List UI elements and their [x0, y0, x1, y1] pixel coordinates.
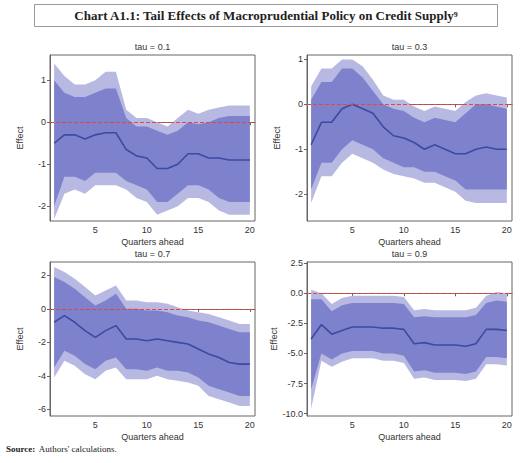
svg-text:-1: -1 [295, 144, 303, 154]
svg-text:0: 0 [41, 304, 46, 314]
svg-text:20: 20 [502, 420, 512, 430]
svg-text:-1: -1 [38, 159, 46, 169]
svg-text:-4: -4 [38, 371, 46, 381]
svg-text:0: 0 [41, 117, 46, 127]
svg-text:2: 2 [41, 270, 46, 280]
svg-text:Quarters ahead: Quarters ahead [121, 237, 184, 247]
svg-text:Effect: Effect [15, 327, 25, 350]
svg-text:tau = 0.7: tau = 0.7 [135, 249, 170, 259]
svg-text:1: 1 [298, 54, 303, 64]
svg-text:-2.5: -2.5 [287, 318, 303, 328]
svg-text:10: 10 [399, 420, 409, 430]
svg-text:15: 15 [450, 225, 460, 235]
svg-text:0.0: 0.0 [290, 288, 303, 298]
svg-text:Quarters ahead: Quarters ahead [378, 432, 441, 442]
svg-text:-10.0: -10.0 [282, 409, 303, 419]
svg-text:-2: -2 [38, 201, 46, 211]
svg-text:5: 5 [350, 225, 355, 235]
svg-text:5: 5 [93, 225, 98, 235]
svg-text:-2: -2 [38, 337, 46, 347]
svg-text:10: 10 [399, 225, 409, 235]
svg-text:15: 15 [193, 420, 203, 430]
svg-text:1: 1 [41, 75, 46, 85]
svg-text:2.5: 2.5 [290, 258, 303, 268]
svg-text:Effect: Effect [15, 126, 25, 149]
svg-text:tau = 0.1: tau = 0.1 [135, 42, 170, 52]
svg-text:Quarters ahead: Quarters ahead [121, 432, 184, 442]
svg-text:20: 20 [502, 225, 512, 235]
svg-text:Authors' calculations.: Authors' calculations. [39, 444, 117, 454]
svg-text:-6: -6 [38, 404, 46, 414]
svg-text:15: 15 [193, 225, 203, 235]
svg-text:-2: -2 [295, 189, 303, 199]
svg-text:0: 0 [298, 99, 303, 109]
svg-text:15: 15 [450, 420, 460, 430]
svg-text:Source:: Source: [6, 444, 35, 454]
svg-text:5: 5 [93, 420, 98, 430]
svg-text:20: 20 [245, 420, 255, 430]
svg-text:Effect: Effect [272, 126, 282, 149]
svg-text:tau = 0.3: tau = 0.3 [392, 42, 427, 52]
svg-text:10: 10 [142, 420, 152, 430]
svg-text:Effect: Effect [269, 327, 279, 350]
svg-text:Quarters ahead: Quarters ahead [378, 237, 441, 247]
svg-text:20: 20 [245, 225, 255, 235]
svg-text:tau = 0.9: tau = 0.9 [392, 249, 427, 259]
svg-text:5: 5 [350, 420, 355, 430]
svg-text:Chart A1.1: Tail Effects of Ma: Chart A1.1: Tail Effects of Macroprudent… [74, 8, 457, 23]
svg-text:-7.5: -7.5 [287, 379, 303, 389]
svg-text:-5.0: -5.0 [287, 348, 303, 358]
svg-text:10: 10 [142, 225, 152, 235]
